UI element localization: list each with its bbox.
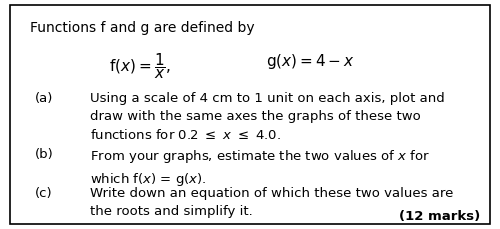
Text: Using a scale of 4 cm to 1 unit on each axis, plot and
draw with the same axes t: Using a scale of 4 cm to 1 unit on each …: [90, 92, 445, 142]
Text: (c): (c): [35, 187, 52, 200]
Text: From your graphs, estimate the two values of $x$ for
which f$(x)$ = g$(x)$.: From your graphs, estimate the two value…: [90, 148, 430, 188]
Text: (a): (a): [35, 92, 54, 105]
Text: (12 marks): (12 marks): [399, 210, 480, 223]
Text: (b): (b): [35, 148, 54, 161]
Text: Write down an equation of which these two values are
the roots and simplify it.: Write down an equation of which these tw…: [90, 187, 454, 218]
Text: $\mathrm{f}(x) = \dfrac{1}{x},$: $\mathrm{f}(x) = \dfrac{1}{x},$: [109, 52, 171, 81]
Text: Functions f and g are defined by: Functions f and g are defined by: [30, 21, 254, 35]
Text: $\mathrm{g}(x) = 4 - x$: $\mathrm{g}(x) = 4 - x$: [266, 52, 354, 71]
